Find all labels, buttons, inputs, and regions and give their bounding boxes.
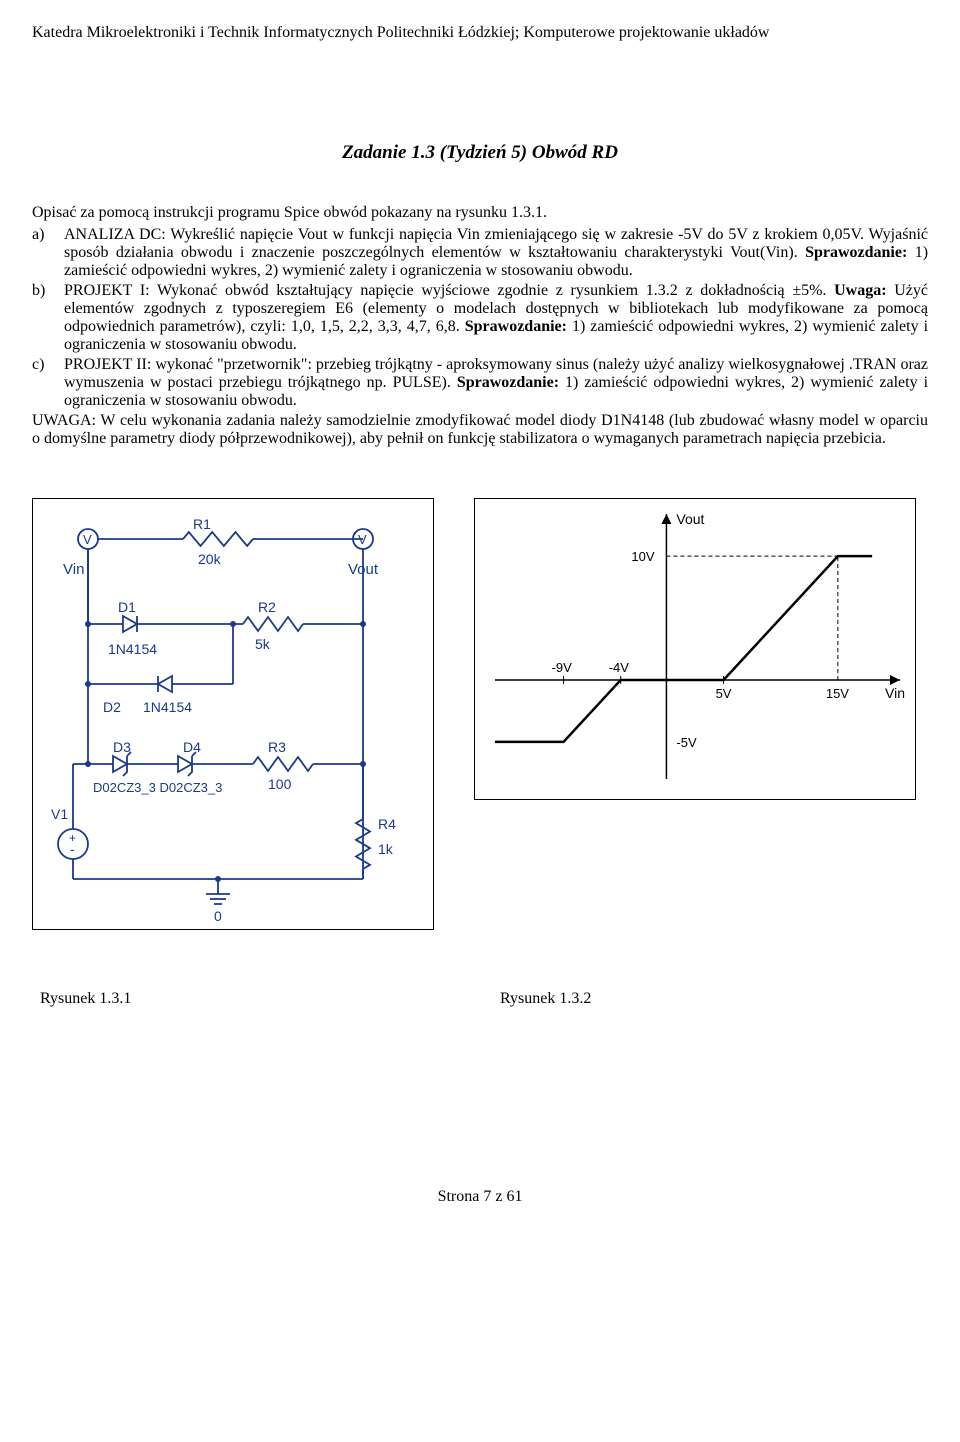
svg-text:V: V	[83, 532, 92, 547]
caption-right: Rysunek 1.3.2	[500, 990, 591, 1008]
caption-left: Rysunek 1.3.1	[32, 990, 500, 1008]
figures-row: V Vin R1 20k V Vout D1 R2 1N4154 5k D2 1N4154 D3 D4 R3…	[32, 498, 928, 930]
svg-text:-5V: -5V	[676, 735, 697, 750]
item-marker: c)	[32, 356, 64, 410]
svg-text:5k: 5k	[255, 636, 271, 652]
svg-text:D3: D3	[113, 739, 131, 755]
text-bold: Sprawozdanie:	[457, 374, 559, 391]
circuit-svg: VVinR120kVVoutD1R21N41545kD21N4154D3D4R3…	[33, 499, 433, 929]
page-footer: Strona 7 z 61	[32, 1188, 928, 1206]
svg-text:Vout: Vout	[676, 511, 704, 527]
task-title: Zadanie 1.3 (Tydzień 5) Obwód RD	[32, 142, 928, 164]
svg-text:10V: 10V	[631, 549, 654, 564]
svg-text:V1: V1	[51, 806, 68, 822]
graph-figure: Vout Vin 10V -5V -9V -4V 5V 15V	[474, 498, 916, 800]
note-text: UWAGA: W celu wykonania zadania należy s…	[32, 412, 928, 448]
page-header: Katedra Mikroelektroniki i Technik Infor…	[32, 24, 928, 42]
svg-text:20k: 20k	[198, 551, 222, 567]
item-marker: a)	[32, 226, 64, 280]
intro-text: Opisać za pomocą instrukcji programu Spi…	[32, 204, 928, 222]
svg-text:1N4154: 1N4154	[143, 699, 192, 715]
item-body: PROJEKT I: Wykonać obwód kształtujący na…	[64, 282, 928, 354]
item-c: c) PROJEKT II: wykonać "przetwornik": pr…	[32, 356, 928, 410]
svg-text:5V: 5V	[716, 686, 732, 701]
svg-text:D1: D1	[118, 599, 136, 615]
item-marker: b)	[32, 282, 64, 354]
svg-text:-4V: -4V	[609, 660, 630, 675]
text-bold: Sprawozdanie:	[465, 318, 567, 335]
svg-text:Vin: Vin	[63, 561, 84, 578]
svg-text:15V: 15V	[826, 686, 849, 701]
item-a: a) ANALIZA DC: Wykreślić napięcie Vout w…	[32, 226, 928, 280]
text-bold: Sprawozdanie:	[805, 244, 907, 261]
svg-text:1k: 1k	[378, 841, 394, 857]
item-body: PROJEKT II: wykonać "przetwornik": przeb…	[64, 356, 928, 410]
svg-text:-: -	[70, 841, 75, 857]
text-bold: Uwaga:	[834, 282, 886, 299]
svg-text:100: 100	[268, 776, 292, 792]
svg-text:D02CZ3_3 D02CZ3_3: D02CZ3_3 D02CZ3_3	[93, 780, 222, 795]
item-body: ANALIZA DC: Wykreślić napięcie Vout w fu…	[64, 226, 928, 280]
svg-text:D4: D4	[183, 739, 201, 755]
svg-text:Vin: Vin	[885, 685, 905, 701]
svg-text:D2: D2	[103, 699, 121, 715]
text: PROJEKT I: Wykonać obwód kształtujący na…	[64, 282, 834, 299]
graph-svg: Vout Vin 10V -5V -9V -4V 5V 15V	[475, 499, 915, 799]
text: ANALIZA DC: Wykreślić napięcie Vout w fu…	[64, 226, 928, 261]
svg-text:1N4154: 1N4154	[108, 641, 157, 657]
circuit-figure: VVinR120kVVoutD1R21N41545kD21N4154D3D4R3…	[32, 498, 434, 930]
svg-text:R3: R3	[268, 739, 286, 755]
figure-captions: Rysunek 1.3.1 Rysunek 1.3.2	[32, 990, 928, 1008]
svg-text:-9V: -9V	[552, 660, 573, 675]
svg-text:R2: R2	[258, 599, 276, 615]
item-b: b) PROJEKT I: Wykonać obwód kształtujący…	[32, 282, 928, 354]
svg-text:R4: R4	[378, 816, 396, 832]
svg-text:R1: R1	[193, 516, 211, 532]
svg-text:0: 0	[214, 908, 222, 924]
svg-text:V: V	[358, 532, 367, 547]
